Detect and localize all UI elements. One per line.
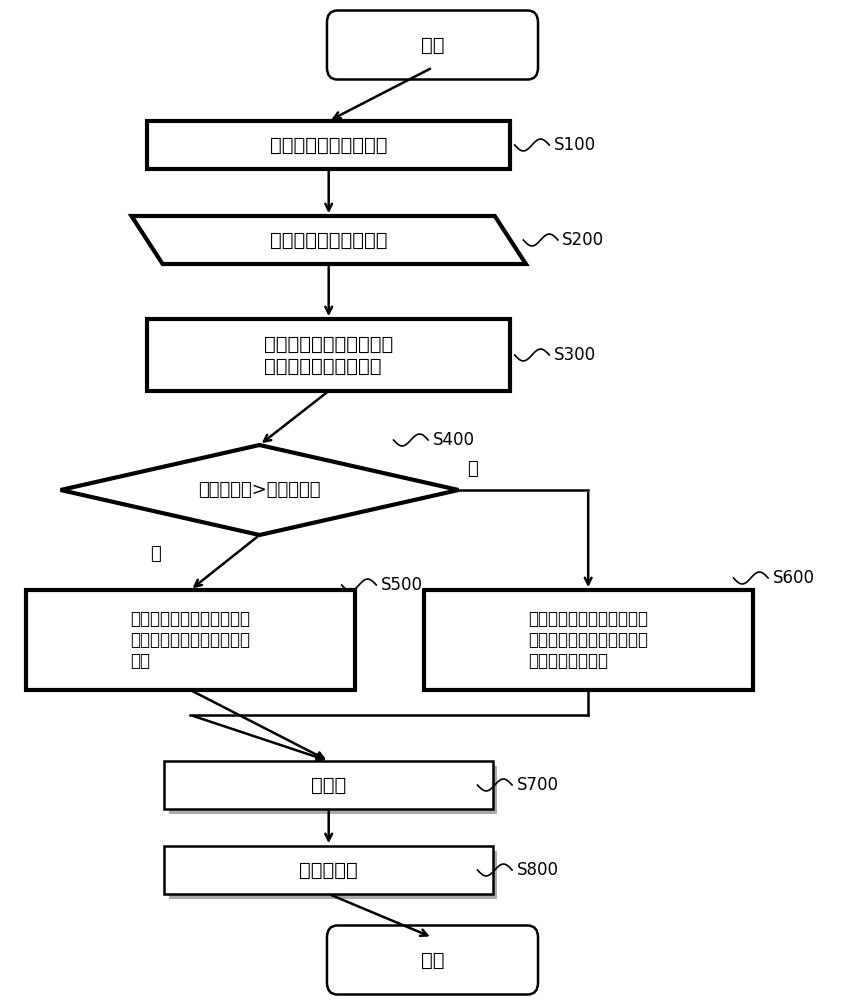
Text: 驱动致动器: 驱动致动器 <box>299 860 358 880</box>
FancyBboxPatch shape <box>424 590 753 690</box>
Text: S600: S600 <box>772 569 815 587</box>
Text: S500: S500 <box>381 576 423 594</box>
Text: 是: 是 <box>151 545 161 563</box>
FancyBboxPatch shape <box>26 590 355 690</box>
Text: S800: S800 <box>516 861 559 879</box>
FancyBboxPatch shape <box>164 846 493 894</box>
Text: S200: S200 <box>562 231 605 249</box>
Text: 定向阀: 定向阀 <box>311 776 346 794</box>
Text: S400: S400 <box>432 431 475 449</box>
Text: 将液压箱的液压流体的温
度与预定温度进行比较: 将液压箱的液压流体的温 度与预定温度进行比较 <box>264 334 394 375</box>
Text: S300: S300 <box>554 346 596 364</box>
FancyBboxPatch shape <box>327 926 538 994</box>
Text: 开始: 开始 <box>420 35 445 54</box>
FancyBboxPatch shape <box>147 121 510 169</box>
Text: 否: 否 <box>467 460 477 478</box>
Text: 检测操作杆的操作信号: 检测操作杆的操作信号 <box>270 135 388 154</box>
Text: 读取温度传感器的信号: 读取温度传感器的信号 <box>270 231 388 249</box>
Polygon shape <box>131 216 526 264</box>
Text: S100: S100 <box>554 136 596 154</box>
FancyBboxPatch shape <box>169 851 497 899</box>
Text: 根据操作杆的操作量将控制
信号输出到定向阀以驱动致
动器: 根据操作杆的操作量将控制 信号输出到定向阀以驱动致 动器 <box>131 610 250 670</box>
Text: 在将根据操作杆的操作量的
操作信号与温度对应地增加
之后输出控制信号: 在将根据操作杆的操作量的 操作信号与温度对应地增加 之后输出控制信号 <box>529 610 648 670</box>
FancyBboxPatch shape <box>169 766 497 814</box>
FancyBboxPatch shape <box>327 10 538 80</box>
Text: 结束: 结束 <box>420 950 445 970</box>
FancyBboxPatch shape <box>147 319 510 391</box>
Text: 液压箱温度>预定温度？: 液压箱温度>预定温度？ <box>198 481 321 499</box>
Polygon shape <box>61 445 458 535</box>
FancyBboxPatch shape <box>164 761 493 809</box>
Text: S700: S700 <box>516 776 559 794</box>
